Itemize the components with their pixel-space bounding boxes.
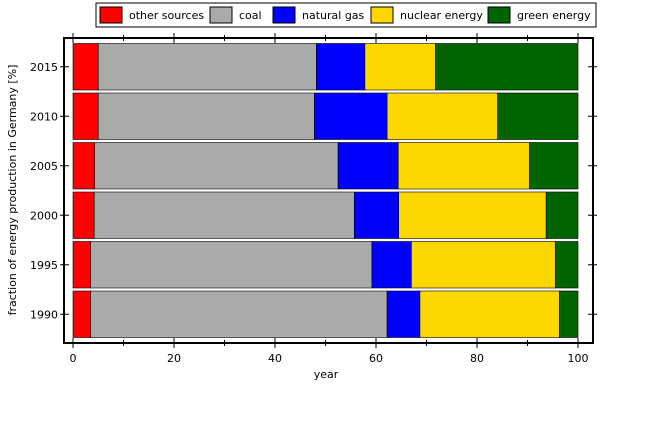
legend-swatch-natural-gas bbox=[272, 6, 296, 24]
x-tick-label-60: 60 bbox=[369, 352, 383, 365]
bar-2015-other-sources bbox=[72, 43, 99, 91]
bar-2000-nuclear-energy bbox=[398, 191, 547, 239]
bar-1995-green-energy bbox=[554, 241, 579, 289]
bars-group bbox=[72, 43, 579, 338]
bar-1990-other-sources bbox=[72, 290, 91, 338]
bar-1995-coal bbox=[90, 241, 373, 289]
y-tick-label-2000: 2000 bbox=[30, 209, 58, 222]
bar-1990-natural-gas bbox=[386, 290, 421, 338]
bar-2015-green-energy bbox=[435, 43, 579, 91]
bar-2010-green-energy bbox=[497, 92, 579, 140]
x-tick-label-40: 40 bbox=[268, 352, 282, 365]
legend-swatch-green-energy bbox=[487, 6, 511, 24]
y-tick-label-2015: 2015 bbox=[30, 61, 58, 74]
legend-label-coal: coal bbox=[239, 9, 262, 22]
legend-label-green-energy: green energy bbox=[517, 9, 591, 22]
bar-2010-coal bbox=[97, 92, 315, 140]
legend-box bbox=[95, 2, 597, 28]
legend-swatch-coal bbox=[209, 6, 233, 24]
bar-2010-nuclear-energy bbox=[386, 92, 499, 140]
bar-2015-nuclear-energy bbox=[364, 43, 436, 91]
bar-2010-natural-gas bbox=[314, 92, 388, 140]
bar-2000-other-sources bbox=[72, 191, 95, 239]
y-tick-label-2010: 2010 bbox=[30, 110, 58, 123]
bar-1990-green-energy bbox=[559, 290, 579, 338]
bar-1995-other-sources bbox=[72, 241, 91, 289]
bar-2010-other-sources bbox=[72, 92, 99, 140]
axes-group: 1990 1995 2000 2005 2010 2015 0 20 40 60 80 100 bbox=[30, 33, 597, 365]
bar-2000-coal bbox=[93, 191, 355, 239]
y-tick-label-2005: 2005 bbox=[30, 160, 58, 173]
bar-2000-natural-gas bbox=[353, 191, 400, 239]
legend-label-nuclear-energy: nuclear energy bbox=[400, 9, 483, 22]
bar-2005-natural-gas bbox=[337, 142, 399, 190]
bar-2005-coal bbox=[94, 142, 339, 190]
legend-swatch-nuclear-energy bbox=[370, 6, 394, 24]
bar-1995-nuclear-energy bbox=[411, 241, 556, 289]
bar-2005-nuclear-energy bbox=[397, 142, 530, 190]
x-axis-label: year bbox=[314, 368, 339, 381]
bar-2005-other-sources bbox=[72, 142, 96, 190]
y-tick-label-1990: 1990 bbox=[30, 308, 58, 321]
bar-2015-coal bbox=[97, 43, 317, 91]
y-tick-label-1995: 1995 bbox=[30, 259, 58, 272]
bar-1995-natural-gas bbox=[371, 241, 412, 289]
bar-2000-green-energy bbox=[545, 191, 579, 239]
bar-1990-coal bbox=[90, 290, 388, 338]
y-axis-label: fraction of energy production in Germany… bbox=[6, 65, 19, 316]
x-tick-label-20: 20 bbox=[167, 352, 181, 365]
bar-1990-nuclear-energy bbox=[419, 290, 560, 338]
x-tick-label-0: 0 bbox=[70, 352, 77, 365]
bar-2015-natural-gas bbox=[316, 43, 366, 91]
legend-label-natural-gas: natural gas bbox=[302, 9, 365, 22]
legend: other sources coal natural gas nuclear ener… bbox=[95, 2, 597, 28]
x-tick-label-80: 80 bbox=[470, 352, 484, 365]
legend-label-other-sources: other sources bbox=[129, 9, 204, 22]
x-tick-label-100: 100 bbox=[568, 352, 589, 365]
legend-swatch-other-sources bbox=[99, 6, 123, 24]
bar-2005-green-energy bbox=[529, 142, 579, 190]
